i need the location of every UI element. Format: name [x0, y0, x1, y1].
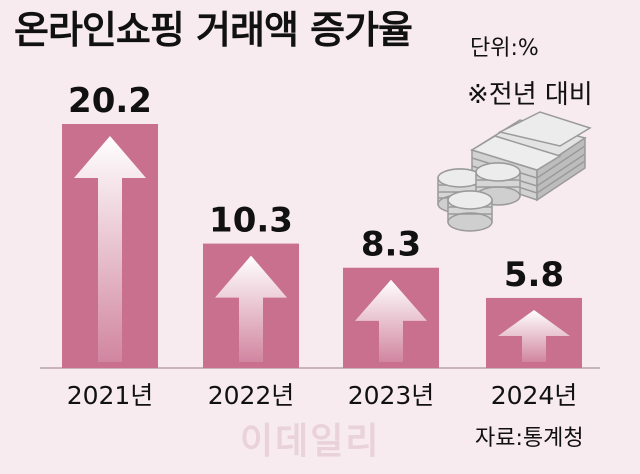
value-label: 20.2	[68, 81, 152, 121]
value-label: 5.8	[504, 255, 564, 295]
category-label: 2022년	[208, 381, 295, 410]
money-stacks-and-coins-icon	[437, 111, 592, 232]
up-arrow-icon	[215, 255, 287, 362]
watermark-logo: 이데일리	[240, 421, 381, 462]
value-label: 8.3	[361, 225, 421, 265]
up-arrow-icon	[498, 309, 570, 362]
chart-title: 온라인쇼핑 거래액 증가율	[14, 8, 413, 52]
up-arrow-icon	[355, 279, 427, 362]
unit-label: 단위:%	[470, 36, 539, 61]
up-arrow-icon	[74, 136, 146, 362]
category-label: 2024년	[491, 381, 578, 410]
comparison-note: ※전년 대비	[467, 80, 593, 110]
value-label: 10.3	[209, 201, 293, 241]
category-label: 2023년	[348, 381, 435, 410]
category-label: 2021년	[67, 381, 154, 410]
source-label: 자료:통계청	[475, 426, 584, 451]
